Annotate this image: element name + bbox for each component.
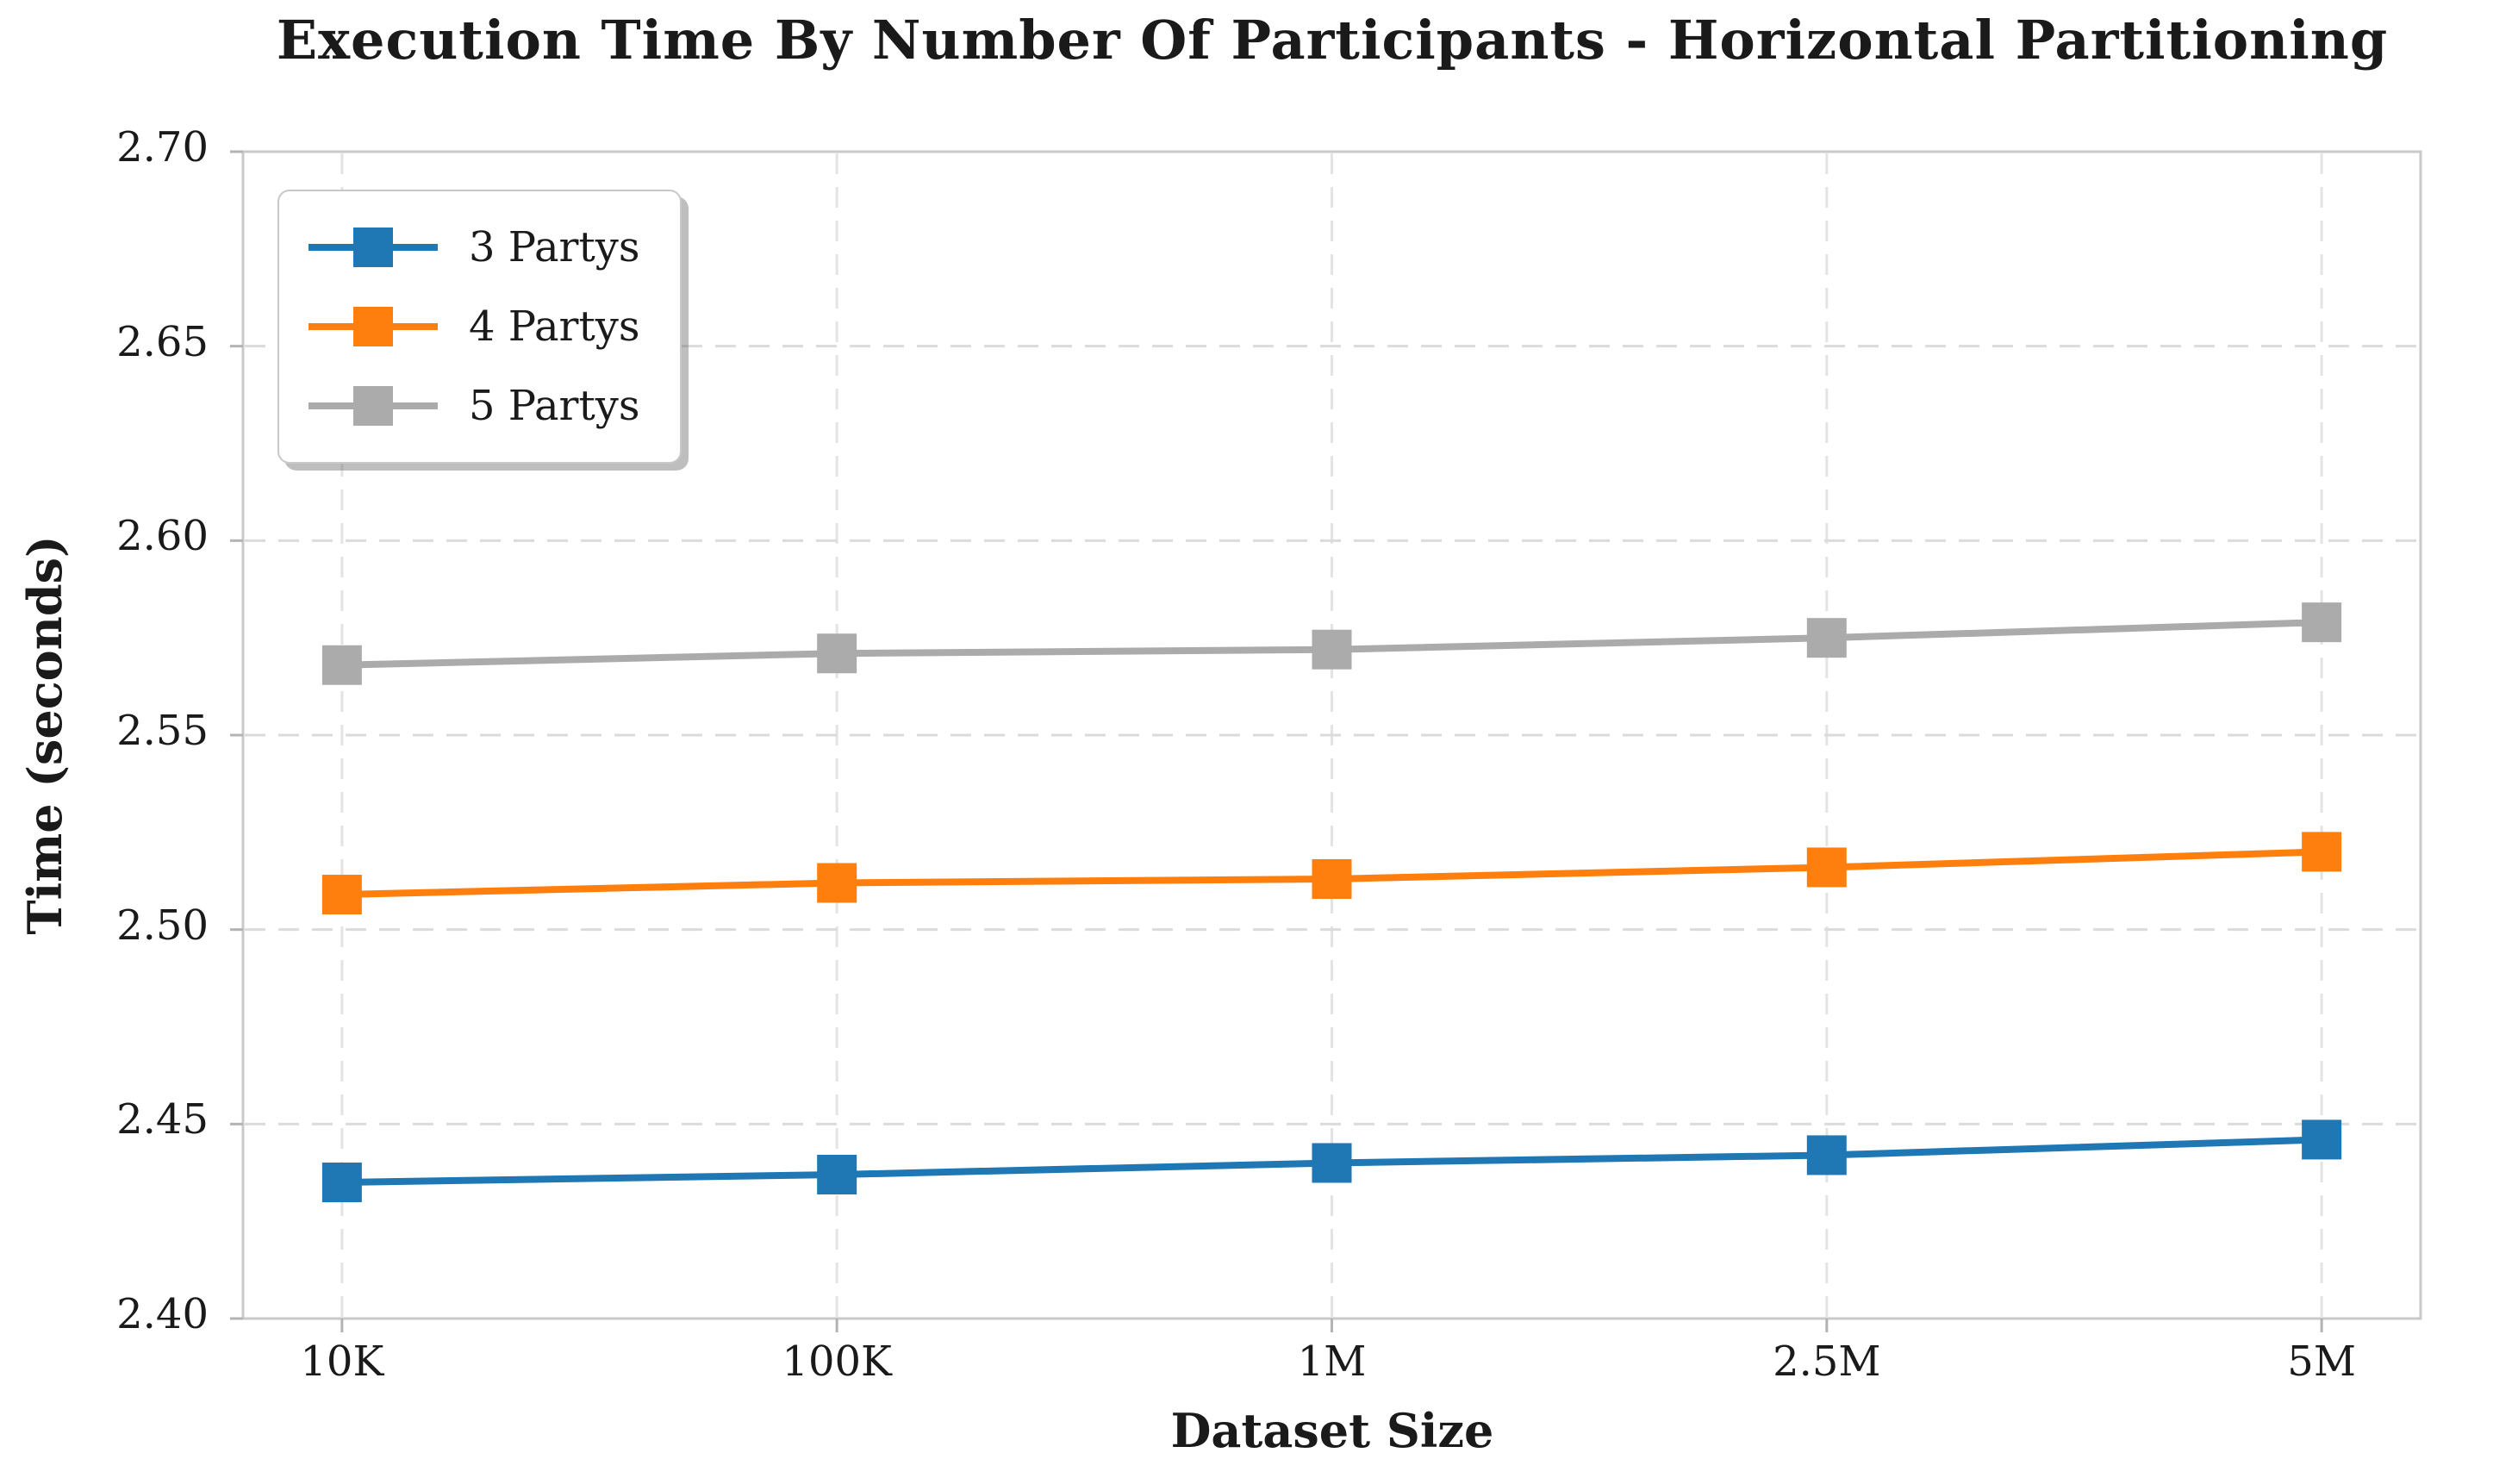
data-point-marker: [1806, 1135, 1847, 1175]
data-point-marker: [1806, 847, 1847, 888]
data-point-marker: [2302, 832, 2342, 872]
y-tick-label: 2.60: [116, 512, 209, 561]
data-point-marker: [321, 875, 362, 915]
data-point-marker: [321, 1163, 362, 1203]
legend-marker-3-partys: [309, 228, 438, 267]
y-tick-label: 2.55: [116, 707, 209, 755]
legend-marker-5-partys: [309, 386, 438, 426]
chart-title: Execution Time By Number Of Participants…: [276, 9, 2389, 72]
data-point-marker: [1312, 1143, 1352, 1183]
legend-label: 4 Partys: [469, 302, 640, 351]
y-tick-label: 2.50: [116, 901, 209, 950]
data-point-marker: [2302, 1119, 2342, 1160]
legend-label: 3 Partys: [469, 223, 640, 271]
data-point-marker: [1806, 618, 1847, 658]
legend: 3 Partys 4 Partys 5 Partys: [277, 190, 682, 464]
y-tick-label: 2.70: [116, 123, 209, 171]
legend-item-5-partys: 5 Partys: [309, 369, 640, 443]
y-tick-label: 2.45: [116, 1095, 209, 1144]
data-point-marker: [1312, 858, 1352, 899]
legend-marker-4-partys: [309, 307, 438, 346]
x-tick-label: 5M: [2287, 1337, 2356, 1386]
data-point-marker: [817, 863, 857, 903]
data-point-marker: [321, 645, 362, 685]
legend-item-3-partys: 3 Partys: [309, 210, 640, 284]
x-tick-label: 10K: [300, 1337, 384, 1386]
y-tick-label: 2.65: [116, 317, 209, 366]
x-axis-label: Dataset Size: [1170, 1403, 1494, 1458]
x-tick-label: 1M: [1297, 1337, 1367, 1386]
legend-label: 5 Partys: [469, 382, 640, 430]
legend-item-4-partys: 4 Partys: [309, 290, 640, 364]
data-point-marker: [2302, 602, 2342, 643]
x-tick-label: 100K: [782, 1337, 892, 1386]
data-point-marker: [817, 633, 857, 674]
x-tick-label: 2.5M: [1773, 1337, 1881, 1386]
y-tick-label: 2.40: [116, 1290, 209, 1338]
data-point-marker: [1312, 629, 1352, 670]
data-point-marker: [817, 1155, 857, 1195]
